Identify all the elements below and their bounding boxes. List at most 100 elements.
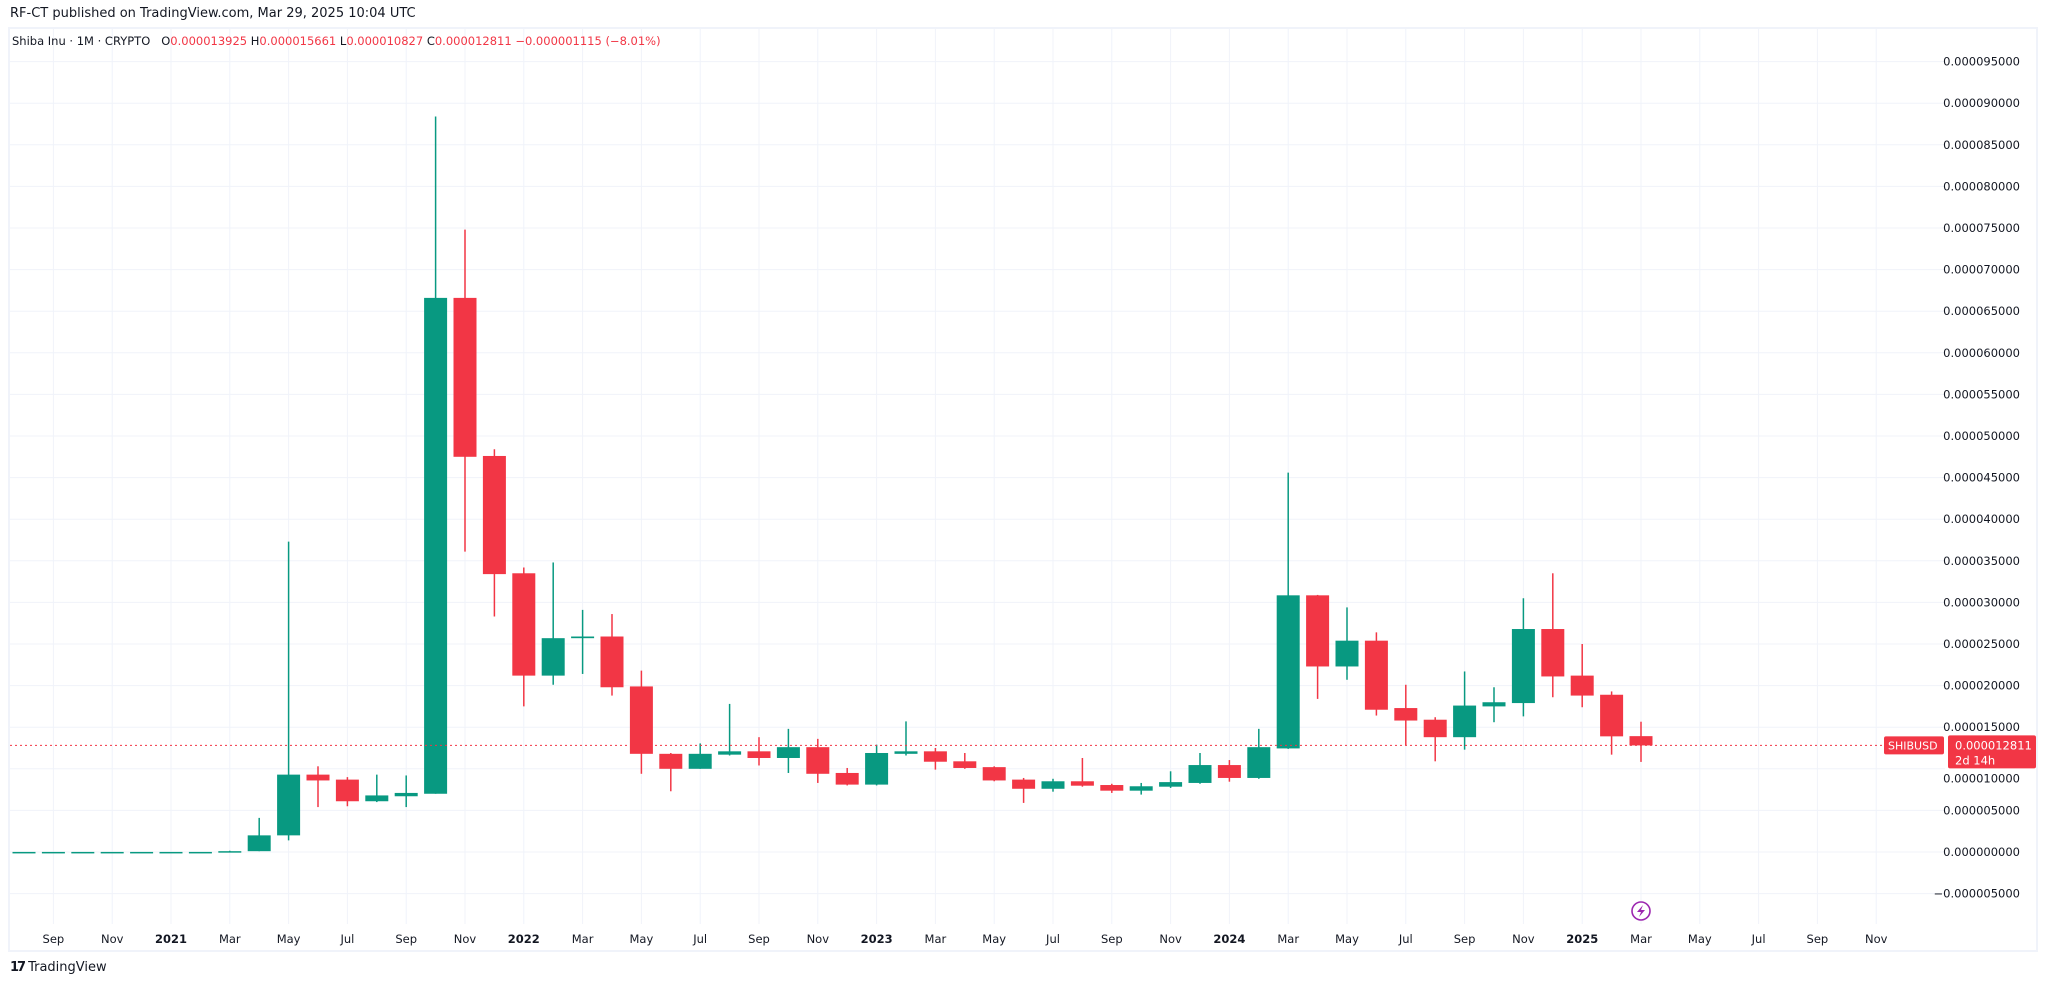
candle-up xyxy=(1247,728,1271,779)
time-tick-label: Sep xyxy=(748,932,770,946)
lightning-icon xyxy=(1637,905,1645,917)
candle-down xyxy=(1306,594,1330,699)
time-tick-label: Mar xyxy=(1277,932,1299,946)
candle-body xyxy=(659,753,683,769)
candle-up xyxy=(100,851,124,854)
candle-body xyxy=(923,751,947,762)
candle-body xyxy=(776,747,800,758)
candle-body xyxy=(1100,785,1124,791)
time-tick-label: Nov xyxy=(807,932,830,946)
price-tick-label: 0.000000000 xyxy=(1943,845,2020,859)
price-tick-label: 0.000005000 xyxy=(1943,803,2020,817)
close-label: C xyxy=(426,34,435,48)
candle-body xyxy=(365,795,389,802)
candle-body xyxy=(894,751,918,754)
price-tick-label: 0.000050000 xyxy=(1943,429,2020,443)
time-tick-label: Sep xyxy=(1454,932,1476,946)
candle-body xyxy=(1629,736,1653,746)
tradingview-brand[interactable]: 17 TradingView xyxy=(10,960,107,975)
candle-down xyxy=(1541,573,1565,698)
candle-up xyxy=(1335,607,1359,680)
candle-body xyxy=(41,851,65,854)
candle-body xyxy=(306,774,330,781)
candle-down xyxy=(482,449,506,617)
candle-down xyxy=(335,777,359,807)
price-tick-label: 0.000090000 xyxy=(1943,96,2020,110)
price-tick-label: 0.000020000 xyxy=(1943,679,2020,693)
candle-up xyxy=(130,851,154,854)
candle-body xyxy=(953,761,977,768)
symbol-tag-label: SHIBUSD xyxy=(1888,739,1938,752)
price-tag xyxy=(1948,735,2036,769)
candle-up xyxy=(277,541,301,841)
candle-up xyxy=(571,609,595,674)
time-tick-label: Jul xyxy=(1398,932,1413,946)
time-tick-label: Mar xyxy=(1630,932,1652,946)
time-tick-label: 2024 xyxy=(1213,932,1245,946)
candle-body xyxy=(159,851,183,854)
tradingview-logo-icon: 17 xyxy=(10,960,26,975)
time-axis: Sep Nov 2021 Mar May Jul Sep Nov 2022 Mar May Jul Se… xyxy=(43,932,1888,946)
candle-body xyxy=(512,573,536,676)
candle-down xyxy=(1394,684,1418,746)
candle-up xyxy=(1041,778,1065,792)
grid-lines xyxy=(10,29,1945,924)
time-tick-label: 2021 xyxy=(155,932,187,946)
candle-down xyxy=(1364,632,1388,716)
candle-body xyxy=(218,851,242,853)
candle-down xyxy=(1629,721,1653,762)
time-tick-label: Nov xyxy=(1512,932,1535,946)
candle-body xyxy=(629,686,653,754)
candle-body xyxy=(100,851,124,854)
low-label: L xyxy=(339,34,347,48)
candle-up xyxy=(1159,771,1183,788)
time-tick-label: Nov xyxy=(1159,932,1182,946)
candle-body xyxy=(188,851,212,854)
candle-body xyxy=(1394,708,1418,721)
price-tick-label: 0.000065000 xyxy=(1943,304,2020,318)
chart-pane[interactable] xyxy=(8,27,2038,952)
candle-up xyxy=(1511,598,1535,717)
candle-body xyxy=(865,752,889,785)
candle-body xyxy=(1070,781,1094,786)
candle-up xyxy=(247,817,271,852)
candle-body xyxy=(1482,702,1506,707)
candle-body xyxy=(1306,595,1330,667)
candle-body xyxy=(1247,747,1271,778)
candle-body xyxy=(247,835,271,852)
price-axis: 0.000095000 0.000090000 0.000085000 0.00008… xyxy=(1934,55,2020,901)
candles xyxy=(12,116,1653,854)
candle-body xyxy=(394,792,418,797)
time-tick-label: Sep xyxy=(1101,932,1123,946)
candle-down xyxy=(453,229,477,552)
candle-body xyxy=(571,636,595,639)
candle-up xyxy=(688,743,712,769)
candle-body xyxy=(541,638,565,676)
symbol-tag xyxy=(1884,736,1944,755)
symbol-title[interactable]: Shiba Inu · 1M · CRYPTO xyxy=(12,34,151,48)
bar-countdown: 2d 14h xyxy=(1955,753,1995,767)
candle-up xyxy=(894,721,918,756)
candle-body xyxy=(453,297,477,457)
candle-down xyxy=(1570,644,1594,708)
candle-down xyxy=(923,748,947,770)
time-tick-label: Nov xyxy=(1865,932,1888,946)
candle-down xyxy=(982,766,1006,782)
price-tick-label: 0.000060000 xyxy=(1943,346,2020,360)
price-tick-label: 0.000070000 xyxy=(1943,263,2020,277)
candle-down xyxy=(512,567,536,707)
price-tick-label: −0.000005000 xyxy=(1934,887,2020,901)
event-marker[interactable] xyxy=(1631,901,1651,921)
candle-body xyxy=(1423,719,1447,738)
price-tick-label: 0.000085000 xyxy=(1943,138,2020,152)
candle-up xyxy=(12,851,36,854)
high-label: H xyxy=(250,34,260,48)
time-tick-label: 2022 xyxy=(508,932,540,946)
close-value: 0.000012811 xyxy=(434,34,512,48)
candle-down xyxy=(1012,777,1036,803)
candle-body xyxy=(1012,779,1036,789)
candle-body xyxy=(71,851,95,854)
candle-down xyxy=(629,670,653,774)
time-tick-label: May xyxy=(630,932,654,946)
